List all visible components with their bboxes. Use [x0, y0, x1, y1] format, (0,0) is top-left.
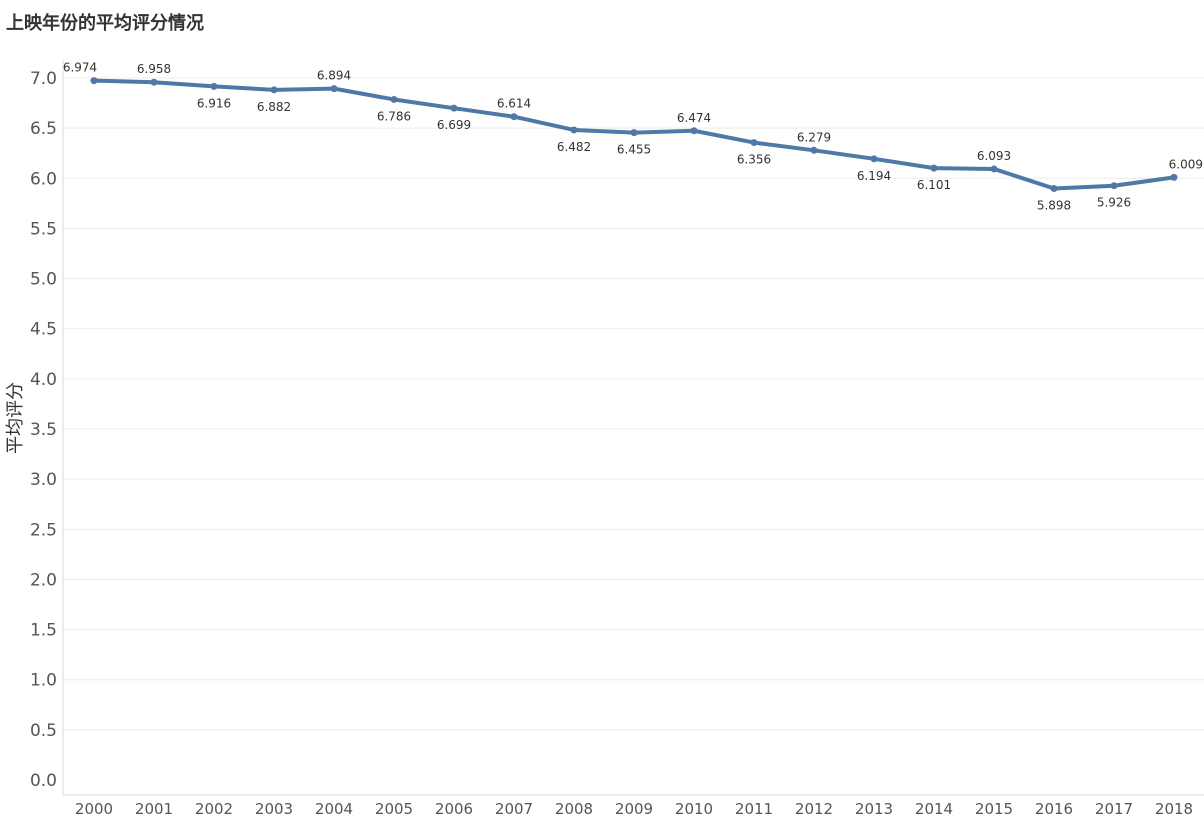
x-tick-label: 2011 [735, 800, 773, 818]
y-tick-label: 0.5 [30, 721, 57, 741]
x-tick-label: 2010 [675, 800, 713, 818]
x-tick-label: 2007 [495, 800, 533, 818]
data-label: 6.279 [797, 130, 831, 144]
y-tick-label: 4.5 [30, 320, 57, 340]
data-point[interactable] [150, 78, 158, 86]
data-point[interactable] [570, 126, 578, 134]
y-tick-label: 4.0 [30, 370, 57, 390]
data-label: 6.958 [137, 62, 171, 76]
axes [62, 60, 1204, 796]
data-label: 6.101 [917, 178, 951, 192]
data-label: 5.926 [1097, 196, 1131, 210]
x-tick-label: 2009 [615, 800, 653, 818]
data-point[interactable] [210, 82, 218, 90]
data-labels: 6.974 6.958 6.916 6.882 6.894 6.786 6.699 6.614… [63, 61, 1203, 213]
data-label: 6.974 [63, 61, 97, 75]
data-label: 6.882 [257, 100, 291, 114]
grid-lines [63, 77, 1204, 731]
x-tick-label: 2000 [75, 800, 113, 818]
data-label: 6.009 [1169, 157, 1203, 171]
x-axis-tick-labels: 2000 2001 2002 2003 2004 2005 2006 2007 2008 2009… [75, 800, 1193, 818]
data-point[interactable] [930, 164, 938, 172]
y-tick-label: 7.0 [30, 69, 57, 89]
data-point[interactable] [810, 146, 818, 154]
data-point[interactable] [690, 127, 698, 135]
x-tick-label: 2004 [315, 800, 353, 818]
x-tick-label: 2016 [1035, 800, 1073, 818]
data-point[interactable] [990, 165, 998, 173]
x-tick-label: 2013 [855, 800, 893, 818]
y-axis-title: 平均评分 [5, 382, 26, 454]
y-tick-label: 1.0 [30, 671, 57, 691]
data-point[interactable] [90, 77, 98, 85]
y-tick-label: 2.0 [30, 570, 57, 590]
x-tick-label: 2015 [975, 800, 1013, 818]
x-tick-label: 2005 [375, 800, 413, 818]
data-point[interactable] [390, 95, 398, 103]
data-label: 6.614 [497, 97, 531, 111]
data-label: 6.356 [737, 153, 771, 167]
y-tick-label: 3.5 [30, 420, 57, 440]
data-point[interactable] [450, 104, 458, 112]
data-label: 5.898 [1037, 199, 1071, 213]
data-label: 6.699 [437, 118, 471, 132]
data-point[interactable] [630, 129, 638, 137]
x-tick-label: 2014 [915, 800, 953, 818]
y-tick-label: 3.0 [30, 470, 57, 490]
data-label: 6.455 [617, 143, 651, 157]
y-tick-label: 0.0 [30, 771, 57, 791]
y-tick-label: 6.0 [30, 169, 57, 189]
x-tick-label: 2018 [1155, 800, 1193, 818]
y-tick-label: 6.5 [30, 119, 57, 139]
x-tick-label: 2006 [435, 800, 473, 818]
x-tick-label: 2001 [135, 800, 173, 818]
data-label: 6.894 [317, 69, 351, 83]
data-label: 6.786 [377, 109, 411, 123]
data-point[interactable] [1170, 173, 1178, 181]
data-point[interactable] [510, 113, 518, 121]
data-point[interactable] [750, 139, 758, 147]
data-point[interactable] [1050, 185, 1058, 193]
data-point[interactable] [870, 155, 878, 163]
y-axis-tick-labels: 0.0 0.5 1.0 1.5 2.0 2.5 3.0 3.5 4.0 4.5 5.0 5.5 6.0 6… [30, 69, 57, 791]
x-tick-label: 2002 [195, 800, 233, 818]
data-point[interactable] [1110, 182, 1118, 190]
data-label: 6.093 [977, 149, 1011, 163]
data-label: 6.474 [677, 111, 711, 125]
data-points [90, 77, 1178, 193]
data-point[interactable] [330, 85, 338, 93]
x-tick-label: 2008 [555, 800, 593, 818]
data-label: 6.482 [557, 140, 591, 154]
data-label: 6.916 [197, 96, 231, 110]
y-tick-label: 2.5 [30, 520, 57, 540]
y-tick-label: 5.0 [30, 270, 57, 290]
x-tick-label: 2003 [255, 800, 293, 818]
data-point[interactable] [270, 86, 278, 94]
data-label: 6.194 [857, 169, 891, 183]
x-tick-label: 2012 [795, 800, 833, 818]
x-tick-label: 2017 [1095, 800, 1133, 818]
y-tick-label: 5.5 [30, 219, 57, 239]
y-tick-label: 1.5 [30, 621, 57, 641]
chart-title: 上映年份的平均评分情况 [6, 13, 204, 34]
